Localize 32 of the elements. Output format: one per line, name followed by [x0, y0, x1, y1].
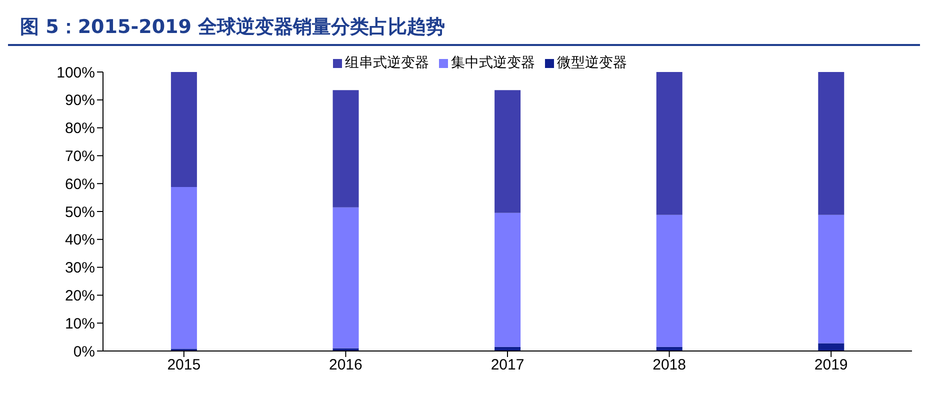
- y-tick-label: 70%: [64, 148, 95, 166]
- y-tick-label: 0%: [73, 343, 95, 360]
- y-tick-label: 50%: [64, 204, 95, 221]
- bar: [494, 212, 521, 347]
- x-tick-label: 2019: [814, 356, 848, 374]
- legend-label: 组串式逆变器: [344, 54, 429, 72]
- chart-title: 图 5：2015-2019 全球逆变器销量分类占比趋势: [8, 8, 920, 46]
- y-tick-label: 30%: [64, 260, 95, 277]
- y-tick-label: 10%: [64, 315, 95, 332]
- bar: [818, 72, 844, 215]
- y-tick-label: 80%: [64, 120, 95, 138]
- bar: [818, 214, 844, 344]
- bar: [332, 90, 359, 208]
- x-tick-label: 2016: [329, 356, 362, 374]
- y-tick-label: 100%: [56, 64, 95, 82]
- x-tick-label: 2015: [167, 356, 201, 374]
- y-tick-label: 90%: [64, 92, 95, 110]
- bar: [332, 348, 359, 351]
- y-tick-label: 40%: [64, 232, 95, 249]
- x-tick-label: 2018: [652, 356, 686, 374]
- legend-label: 微型逆变器: [556, 54, 627, 72]
- bar: [656, 214, 682, 347]
- bar: [818, 343, 844, 351]
- bar: [332, 207, 359, 348]
- x-tick-label: 2017: [490, 356, 524, 374]
- bar: [170, 72, 197, 187]
- bar: [494, 90, 521, 213]
- legend-label: 集中式逆变器: [450, 54, 535, 72]
- bar: [656, 72, 682, 215]
- y-tick-label: 60%: [64, 176, 95, 193]
- y-tick-label: 20%: [64, 288, 95, 305]
- bar: [170, 186, 197, 349]
